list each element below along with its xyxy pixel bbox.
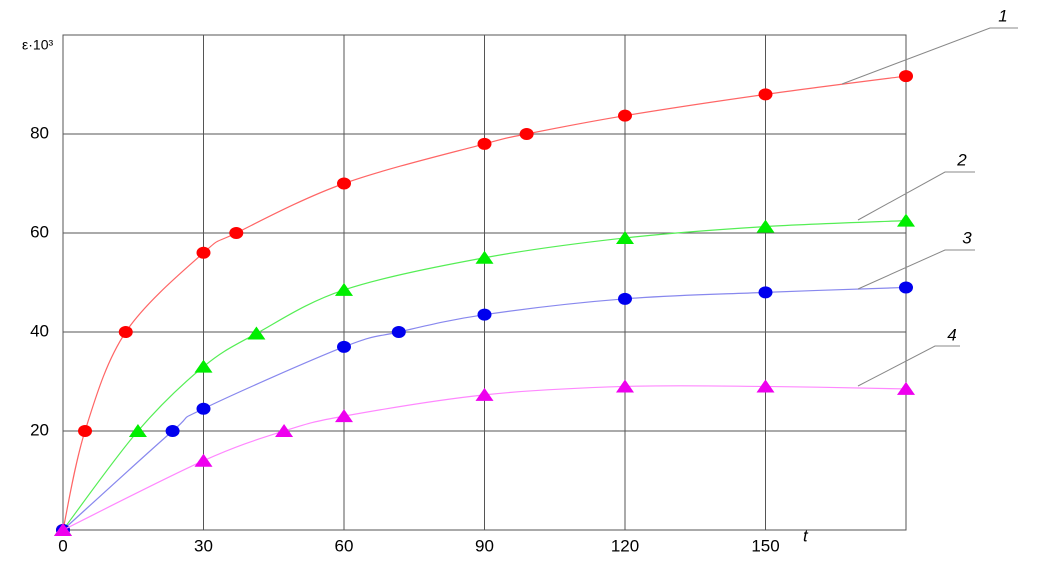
y-axis-label: ε·10³ <box>22 37 53 53</box>
y-tick-label: 40 <box>30 321 49 340</box>
marker <box>335 409 353 423</box>
marker <box>618 109 632 122</box>
marker <box>194 453 213 467</box>
marker <box>756 219 775 233</box>
marker <box>229 227 244 239</box>
marker <box>335 282 353 296</box>
marker <box>275 424 294 437</box>
marker <box>616 230 634 244</box>
marker <box>196 246 211 259</box>
marker <box>165 425 180 437</box>
marker <box>758 286 773 299</box>
marker <box>391 326 406 338</box>
marker <box>897 213 915 227</box>
leader-line <box>857 171 975 221</box>
x-axis-label: t <box>803 526 809 545</box>
marker <box>477 308 492 321</box>
series-line <box>62 75 907 531</box>
marker <box>758 88 773 101</box>
marker <box>475 387 494 401</box>
marker <box>196 402 211 415</box>
marker <box>194 359 213 373</box>
series-label: 1 <box>998 6 1007 25</box>
marker <box>616 379 634 393</box>
leader-line <box>857 249 975 290</box>
x-tick-label: 150 <box>751 536 779 555</box>
marker <box>519 128 534 140</box>
marker <box>128 424 147 437</box>
series-line <box>62 220 907 531</box>
y-tick-label: 80 <box>30 123 49 142</box>
marker <box>54 523 72 536</box>
marker <box>899 70 913 83</box>
y-tick-label: 60 <box>30 222 49 241</box>
marker <box>899 281 913 294</box>
leader-line <box>857 345 960 387</box>
x-tick-label: 90 <box>475 536 494 555</box>
marker <box>618 292 632 305</box>
marker <box>477 137 492 150</box>
x-tick-label: 0 <box>58 536 67 555</box>
series-label: 4 <box>947 325 956 344</box>
series-label: 3 <box>962 228 972 247</box>
leader-line <box>841 27 1018 85</box>
series-label: 2 <box>956 150 967 169</box>
marker <box>247 326 266 340</box>
x-tick-label: 60 <box>335 536 354 555</box>
marker <box>897 381 915 395</box>
marker <box>756 379 775 393</box>
y-tick-label: 20 <box>30 420 49 439</box>
x-tick-label: 120 <box>611 536 639 555</box>
marker <box>337 340 351 353</box>
marker <box>118 326 133 338</box>
marker <box>475 250 494 264</box>
marker <box>337 177 351 190</box>
x-tick-label: 30 <box>194 536 213 555</box>
marker <box>78 425 93 437</box>
